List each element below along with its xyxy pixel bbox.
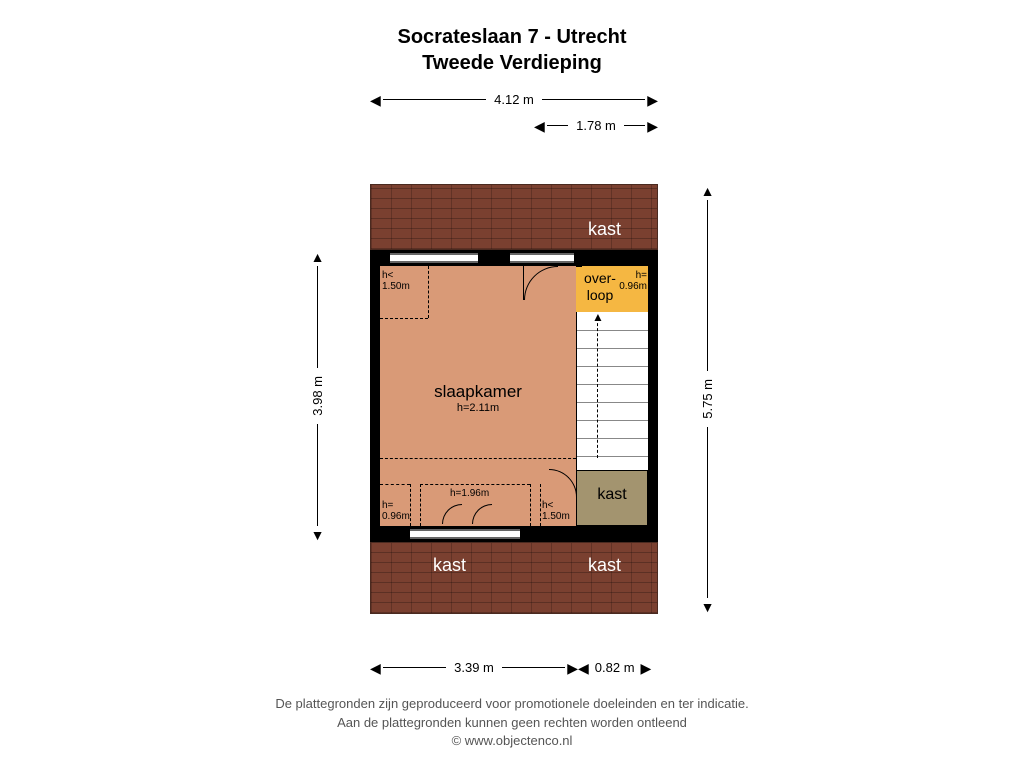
footer-line-3: © www.objectenco.nl [0, 732, 1024, 750]
slaapkamer-h096-bl: h= 0.96m [382, 500, 410, 522]
wall-left [370, 250, 380, 542]
tread-1 [577, 330, 648, 331]
tread-4 [577, 384, 648, 385]
dim-bottom-right: ◀ 0.82 m ▶ [578, 660, 658, 675]
window-top-left [390, 253, 478, 263]
dash-tl-v [428, 266, 429, 318]
dim-right: ▲ 5.75 m ▼ [700, 184, 715, 614]
roof-top-label: kast [588, 219, 621, 240]
floorplan: kast kast kast slaapkamer h=2.11m h< 1.5… [370, 184, 658, 614]
slaapkamer-h150-tl: h< 1.50m [382, 270, 410, 292]
dash-bc-r [530, 484, 531, 526]
title-line-2: Tweede Verdieping [0, 50, 1024, 76]
dim-left: ▲ 3.98 m ▼ [310, 250, 325, 542]
dim-left-label: 3.98 m [310, 370, 325, 422]
roof-top: kast [370, 184, 658, 250]
stairwell: ▲ [576, 312, 648, 470]
window-bottom [410, 529, 520, 539]
tread-3 [577, 366, 648, 367]
door-slaapkamer-leaf [523, 266, 524, 300]
roof-bottom: kast kast [370, 542, 658, 614]
overloop-h096: h= 0.96m [619, 270, 647, 292]
kast-name: kast [577, 485, 647, 504]
dash-tl-h [380, 318, 428, 319]
tread-8 [577, 456, 648, 457]
door-slaapkamer-arc [524, 266, 558, 300]
title-block: Socrateslaan 7 - Utrecht Tweede Verdiepi… [0, 24, 1024, 76]
dash-br-v [540, 484, 541, 526]
window-top-right [510, 253, 574, 263]
interior: slaapkamer h=2.11m h< 1.50m h= 0.96m h=1… [370, 250, 658, 542]
room-slaapkamer: slaapkamer h=2.11m h< 1.50m h= 0.96m h=1… [380, 266, 576, 526]
room-overloop: over- loop h= 0.96m [576, 266, 648, 312]
tread-6 [577, 420, 648, 421]
overloop-label: over- loop [574, 270, 626, 304]
vent-arc-1 [442, 504, 462, 524]
slaapkamer-name: slaapkamer [380, 382, 576, 402]
slaapkamer-h150-br: h< 1.50m [542, 500, 570, 522]
dim-top-outer-label: 4.12 m [488, 92, 540, 107]
dim-top-outer: ◀ 4.12 m ▶ [370, 92, 658, 107]
tread-5 [577, 402, 648, 403]
dim-bottom-right-label: 0.82 m [589, 660, 641, 675]
dim-top-inner: ◀ 1.78 m ▶ [534, 118, 658, 133]
wall-pillar-top [576, 255, 582, 267]
slaapkamer-h196: h=1.96m [450, 488, 489, 499]
footer: De plattegronden zijn geproduceerd voor … [0, 695, 1024, 750]
footer-line-1: De plattegronden zijn geproduceerd voor … [0, 695, 1024, 713]
vent-arc-2 [472, 504, 492, 524]
roof-bottom-label-left: kast [433, 555, 466, 576]
wall-right [648, 250, 658, 542]
footer-line-2: Aan de plattegronden kunnen geen rechten… [0, 714, 1024, 732]
room-kast: kast [576, 470, 648, 526]
dim-bottom-left: ◀ 3.39 m ▶ [370, 660, 578, 675]
roof-bottom-label-right: kast [588, 555, 621, 576]
dash-bc-l [420, 484, 421, 526]
title-line-1: Socrateslaan 7 - Utrecht [0, 24, 1024, 50]
dash-mid [380, 458, 576, 459]
dim-right-label: 5.75 m [700, 373, 715, 425]
dash-bl-v [410, 484, 411, 526]
tread-7 [577, 438, 648, 439]
dim-top-inner-label: 1.78 m [570, 118, 622, 133]
dim-bottom-left-label: 3.39 m [448, 660, 500, 675]
dash-bc-top [420, 484, 530, 485]
slaapkamer-label: slaapkamer h=2.11m [380, 382, 576, 416]
stair-path [597, 318, 598, 458]
stair-arrow-icon: ▲ [592, 310, 604, 324]
tread-2 [577, 348, 648, 349]
kast-label: kast [577, 485, 647, 504]
slaapkamer-height: h=2.11m [380, 402, 576, 415]
dash-bl-h [380, 484, 410, 485]
